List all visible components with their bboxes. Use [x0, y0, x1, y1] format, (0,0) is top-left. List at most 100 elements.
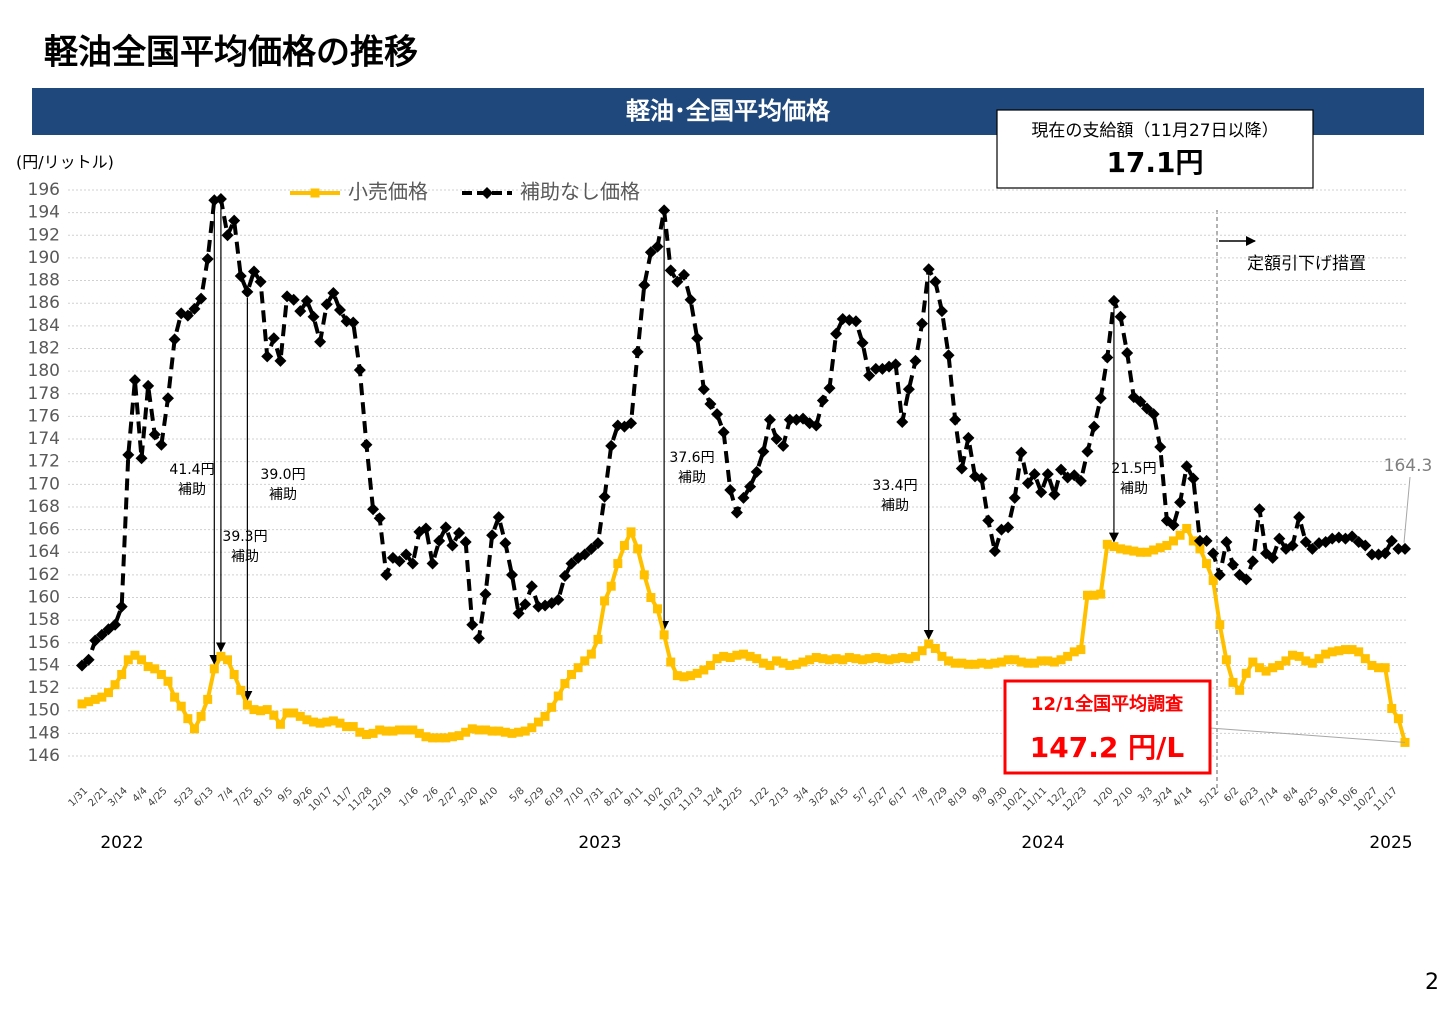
point-marker — [823, 382, 836, 395]
point-marker — [1068, 469, 1081, 482]
annotation-sub: 補助 — [1120, 481, 1148, 497]
point-marker — [1221, 655, 1231, 665]
point-marker — [287, 293, 300, 306]
point-marker — [115, 600, 128, 613]
point-marker — [414, 728, 424, 738]
point-marker — [672, 671, 682, 681]
x-tick-label: 3/20 — [457, 785, 481, 809]
point-marker — [135, 452, 148, 465]
point-marker — [1028, 468, 1041, 481]
point-marker — [447, 732, 457, 742]
point-marker — [765, 660, 775, 670]
point-marker — [889, 358, 902, 371]
point-marker — [922, 263, 935, 276]
point-marker — [1069, 647, 1079, 657]
point-marker — [76, 659, 88, 672]
point-marker — [189, 724, 199, 734]
point-marker — [1360, 654, 1370, 664]
point-marker — [996, 657, 1006, 667]
point-marker — [1385, 534, 1398, 547]
point-marker — [763, 413, 776, 426]
point-marker — [249, 705, 259, 715]
x-tick-label: 8/15 — [252, 785, 276, 809]
x-tick-label: 1/20 — [1092, 785, 1116, 809]
point-marker — [428, 733, 438, 743]
point-marker — [1035, 486, 1048, 499]
point-marker — [1088, 420, 1101, 433]
chart-title: 軽油･全国平均価格 — [626, 97, 831, 125]
x-tick-label: 5/23 — [172, 785, 196, 809]
x-tick-label: 1/31 — [67, 785, 91, 809]
point-marker — [810, 419, 823, 432]
point-marker — [1334, 646, 1344, 656]
point-marker — [1094, 392, 1107, 405]
point-marker — [474, 725, 484, 735]
x-tick-label: 6/19 — [543, 785, 567, 809]
point-marker — [1129, 546, 1139, 556]
point-marker — [653, 604, 663, 614]
point-marker — [849, 315, 862, 328]
point-marker — [479, 588, 492, 601]
point-marker — [486, 529, 499, 542]
point-marker — [492, 511, 505, 524]
point-marker — [664, 264, 677, 277]
x-tick-label: 1/22 — [748, 785, 772, 809]
x-tick-label: 4/14 — [1171, 785, 1195, 809]
point-marker — [315, 718, 325, 728]
point-marker — [739, 649, 748, 659]
x-tick-label: 6/17 — [887, 785, 911, 809]
point-marker — [626, 527, 636, 537]
point-marker — [691, 332, 704, 345]
point-marker — [1240, 573, 1253, 586]
legend-marker — [310, 188, 320, 198]
point-marker — [752, 654, 762, 664]
y-tick-label: 162 — [28, 565, 60, 585]
point-marker — [262, 705, 272, 715]
x-tick-label: 2/21 — [86, 785, 110, 809]
x-tick-label: 9/11 — [622, 785, 646, 809]
point-marker — [525, 580, 538, 593]
point-marker — [223, 655, 233, 665]
point-marker — [613, 559, 623, 569]
point-marker — [871, 653, 881, 663]
point-marker — [380, 568, 393, 581]
point-marker — [605, 439, 618, 452]
point-marker — [1114, 310, 1127, 323]
point-marker — [858, 655, 868, 665]
point-marker — [697, 383, 710, 396]
point-marker — [261, 350, 274, 363]
point-marker — [818, 654, 828, 664]
point-marker — [1306, 542, 1319, 555]
point-marker — [1023, 658, 1033, 668]
point-marker — [1246, 555, 1259, 568]
y-tick-label: 172 — [28, 452, 60, 472]
y-tick-label: 190 — [28, 248, 60, 268]
point-marker — [783, 413, 796, 426]
point-marker — [494, 726, 504, 736]
point-marker — [1101, 351, 1114, 364]
point-marker — [214, 193, 227, 206]
annotation-value: 39.3円 — [222, 529, 267, 545]
point-marker — [1274, 660, 1284, 670]
point-marker — [1374, 663, 1384, 673]
point-marker — [732, 650, 742, 660]
point-marker — [830, 327, 843, 340]
point-marker — [168, 333, 181, 346]
point-marker — [229, 669, 239, 679]
point-marker — [644, 246, 657, 259]
y-tick-label: 158 — [28, 610, 60, 630]
point-marker — [585, 542, 598, 555]
point-marker — [659, 630, 669, 640]
point-marker — [1213, 568, 1226, 581]
annotation-value: 33.4円 — [872, 478, 917, 494]
point-marker — [143, 662, 153, 672]
point-marker — [1359, 539, 1372, 552]
x-tick-label: 5/27 — [867, 785, 891, 809]
point-marker — [459, 536, 472, 549]
y-tick-label: 182 — [28, 338, 60, 358]
point-marker — [161, 392, 174, 405]
point-marker — [565, 557, 578, 570]
point-marker — [1200, 534, 1213, 547]
point-marker — [201, 253, 214, 266]
